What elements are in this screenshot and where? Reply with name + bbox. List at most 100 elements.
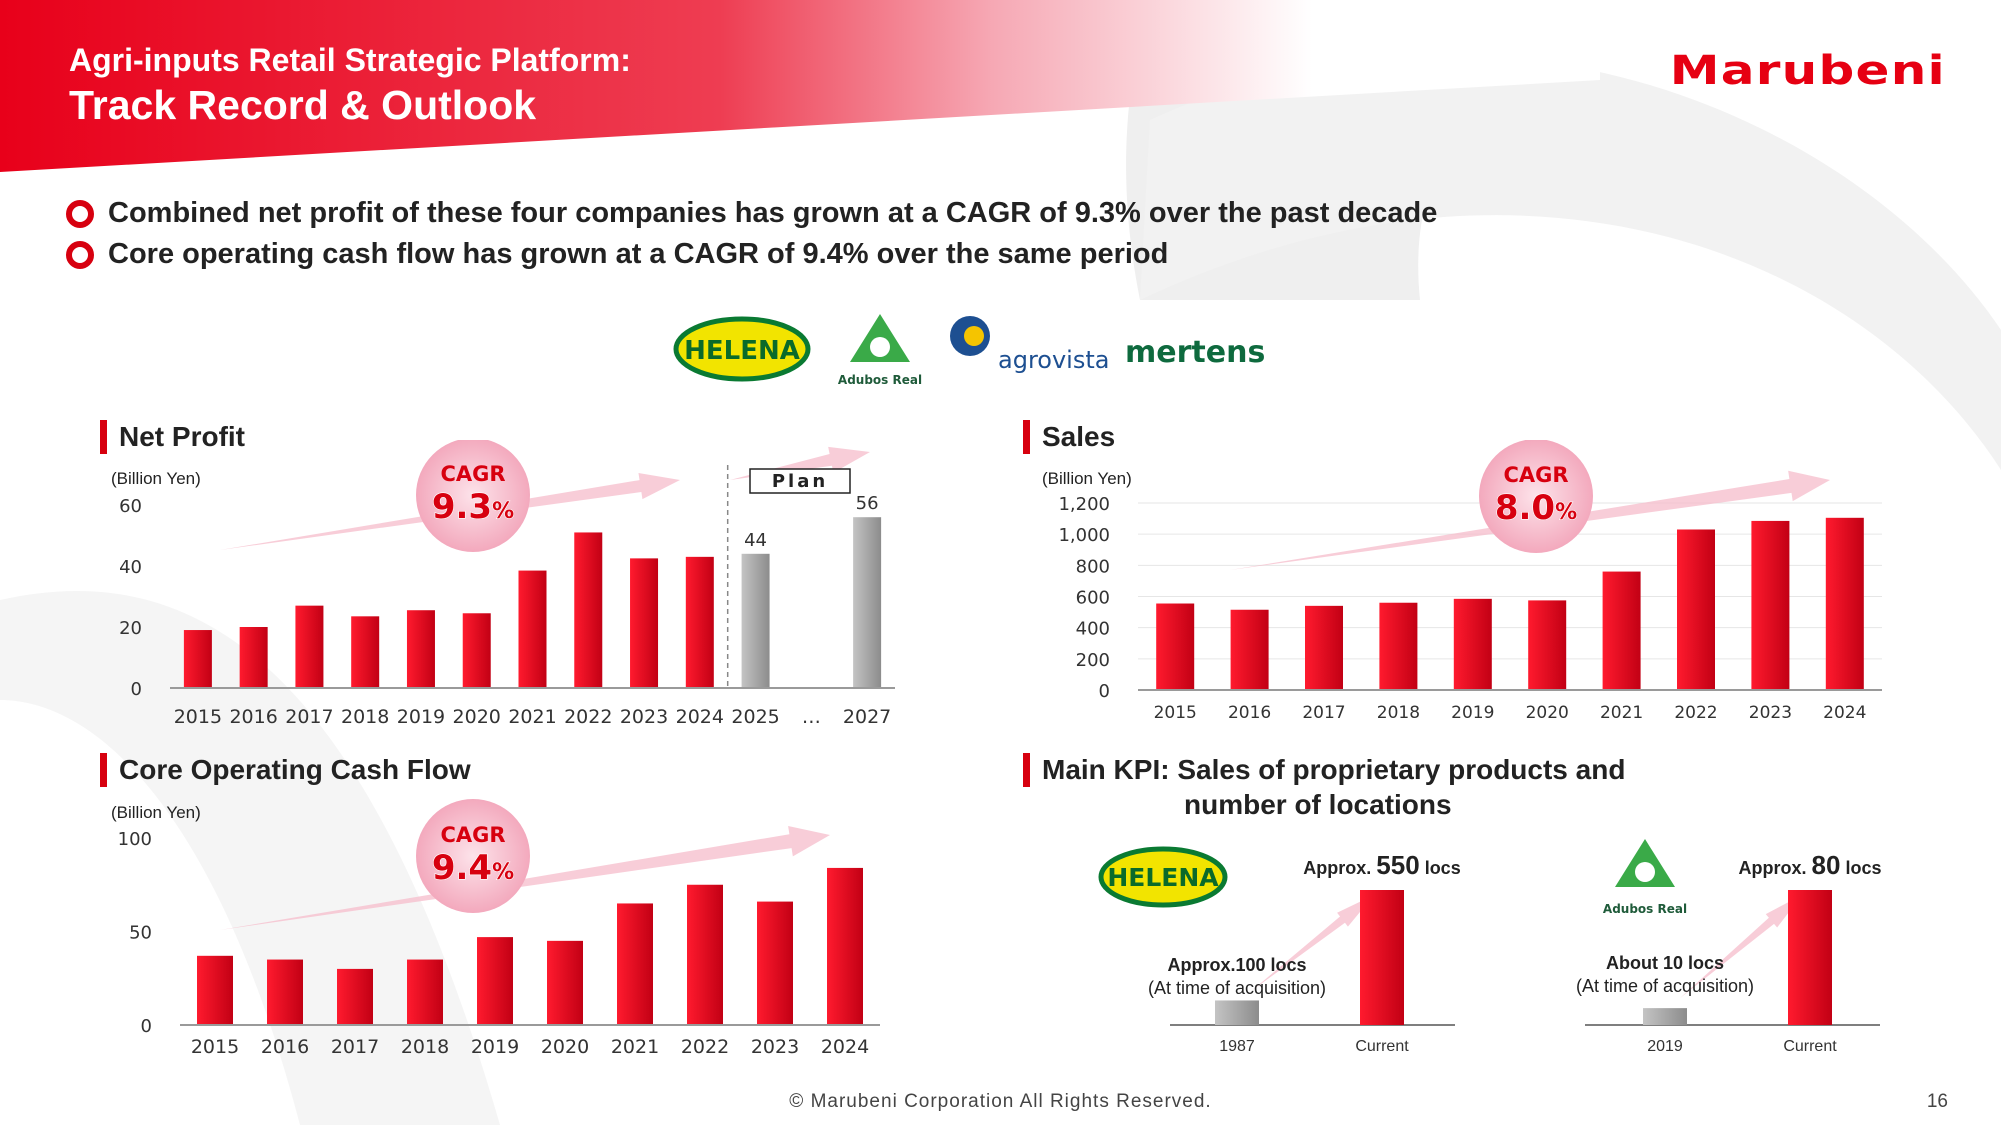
current-label: Approx. 550 locs xyxy=(1303,850,1460,880)
then-label: About 10 locs xyxy=(1606,953,1724,973)
helena-logo-small: HELENA xyxy=(1098,846,1228,908)
cagr-bubble xyxy=(416,440,530,552)
bar xyxy=(295,605,324,688)
x-tick-label: 2024 xyxy=(1823,703,1866,723)
net-profit-title-text: Net Profit xyxy=(119,421,245,452)
x-tick-label: Current xyxy=(1783,1038,1837,1055)
x-tick-label: 2016 xyxy=(261,1036,309,1058)
x-tick-label: 2018 xyxy=(401,1036,449,1058)
x-tick-label: Current xyxy=(1355,1038,1409,1055)
cagr-value: 9.4% xyxy=(432,848,514,888)
x-tick-label: 2016 xyxy=(1228,703,1271,723)
bar xyxy=(1230,609,1269,690)
x-tick-label: 2018 xyxy=(341,706,389,728)
bar xyxy=(547,940,583,1025)
sales-unit: (Billion Yen) xyxy=(1042,469,1132,488)
net-profit-chart: 0 20 40 60 2015 2016 2017 2018 2019 2020 2021 2022 2… xyxy=(119,440,895,728)
bar xyxy=(1528,600,1567,690)
agrovista-logo: agrovista xyxy=(950,316,1109,374)
x-tick-label: 2015 xyxy=(191,1036,239,1058)
x-tick-label: 2021 xyxy=(508,706,556,728)
section-marker xyxy=(1023,420,1030,454)
bar xyxy=(183,630,212,688)
bar xyxy=(351,616,380,688)
section-marker xyxy=(100,753,107,787)
x-tick-label: 2015 xyxy=(1154,703,1197,723)
plan-bar xyxy=(853,517,882,688)
x-tick-label: 2020 xyxy=(453,706,501,728)
bar xyxy=(1677,529,1715,690)
net-profit-title: Net Profit xyxy=(100,420,245,454)
bar xyxy=(1751,520,1790,690)
x-tick-label: 2018 xyxy=(1377,703,1420,723)
cagr-label: CAGR xyxy=(440,462,505,486)
x-tick-label: 2020 xyxy=(541,1036,589,1058)
then-label-note: (At time of acquisition) xyxy=(1148,978,1326,998)
y-tick-label: 1,000 xyxy=(1058,525,1110,546)
y-tick-label: 400 xyxy=(1076,619,1110,640)
header-title-line2: Track Record & Outlook xyxy=(69,82,537,128)
mertens-logo: mertens xyxy=(1125,335,1265,370)
cagr-label: CAGR xyxy=(440,823,505,847)
bullet-cash-flow: Core operating cash flow has grown at a … xyxy=(66,238,1168,271)
sales-chart: 0 200 400 600 800 1,000 1,200 2015 2016 2017 2018 2… xyxy=(1058,440,1882,723)
bar xyxy=(1379,602,1418,690)
current-bar xyxy=(1360,890,1404,1025)
mertens-logo-text: mertens xyxy=(1125,335,1265,370)
plan-label: Plan xyxy=(772,471,828,492)
x-tick-label: … xyxy=(802,706,821,728)
bar xyxy=(462,613,491,688)
net-profit-unit: (Billion Yen) xyxy=(111,469,201,488)
adubos-real-logo-small-text: Adubos Real xyxy=(1603,902,1687,916)
y-tick-label: 600 xyxy=(1076,588,1110,609)
x-tick-label: 2017 xyxy=(331,1036,379,1058)
bar xyxy=(1602,571,1641,690)
core-ocf-chart: 0 50 100 2015 2016 2017 2018 2019 2020 2021 2022 20… xyxy=(118,799,880,1058)
bullet-text: Core operating cash flow has grown at a … xyxy=(108,238,1169,270)
bar xyxy=(827,867,863,1025)
y-tick-label: 800 xyxy=(1076,556,1110,577)
y-tick-label: 200 xyxy=(1076,650,1110,671)
y-tick-label: 1,200 xyxy=(1058,494,1110,515)
plan-box xyxy=(749,468,851,494)
cagr-value: 8.0% xyxy=(1495,488,1577,528)
growth-arrow xyxy=(1680,895,1802,999)
bar xyxy=(617,903,653,1025)
kpi-adubos-chart: Adubos Real 2019 Current About 10 locs (At … xyxy=(1576,839,1881,1055)
x-tick-label: 2020 xyxy=(1526,703,1569,723)
bullet-text: Combined net profit of these four compan… xyxy=(108,197,1438,229)
growth-arrow xyxy=(1252,895,1374,991)
then-label-note: (At time of acquisition) xyxy=(1576,976,1754,996)
bar xyxy=(477,937,513,1025)
current-bar xyxy=(1788,890,1832,1025)
then-label: Approx.100 locs xyxy=(1167,955,1306,975)
section-marker xyxy=(1023,753,1030,787)
bar xyxy=(337,968,373,1025)
data-label: 44 xyxy=(744,530,767,551)
x-tick-label: 2022 xyxy=(564,706,612,728)
bar xyxy=(757,901,793,1025)
cagr-bubble xyxy=(416,799,530,913)
section-marker xyxy=(100,420,107,454)
header-title-line1: Agri-inputs Retail Strategic Platform: xyxy=(69,42,631,78)
bar xyxy=(267,959,303,1025)
company-logos: HELENA Adubos Real agrovista mertens xyxy=(673,314,1265,387)
bar xyxy=(197,955,233,1025)
x-tick-label: 2019 xyxy=(1647,1038,1683,1055)
bar xyxy=(1156,603,1195,690)
bullet-circle-icon xyxy=(66,240,94,269)
y-tick-label: 50 xyxy=(129,923,152,944)
marubeni-logo: Marubeni xyxy=(1669,48,1946,94)
x-tick-label: 2019 xyxy=(1451,703,1494,723)
sales-title: Sales xyxy=(1023,420,1115,454)
bullet-circle-icon xyxy=(66,199,94,228)
x-tick-label: 2024 xyxy=(676,706,724,728)
bullet-net-profit: Combined net profit of these four compan… xyxy=(66,197,1437,230)
y-tick-label: 0 xyxy=(141,1016,152,1037)
copyright-footer: © Marubeni Corporation All Rights Reserv… xyxy=(789,1091,1212,1112)
x-tick-label: 2022 xyxy=(1674,703,1717,723)
y-tick-label: 0 xyxy=(131,679,142,700)
x-tick-label: 2016 xyxy=(229,706,277,728)
bar xyxy=(630,558,659,688)
plan-bar xyxy=(741,553,770,688)
